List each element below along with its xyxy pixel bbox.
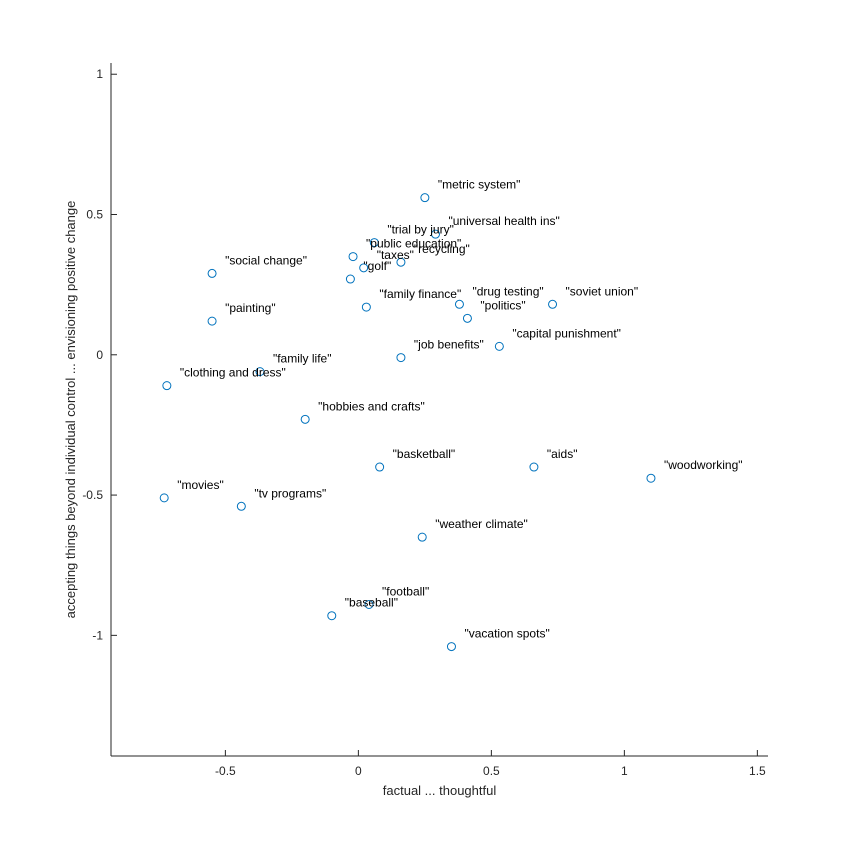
point-label: "clothing and dress" <box>180 366 286 380</box>
data-point <box>162 381 172 391</box>
point-label: "painting" <box>225 301 276 315</box>
point-label: "woodworking" <box>664 458 743 472</box>
data-point <box>364 599 374 609</box>
data-point <box>548 299 558 309</box>
point-label: "taxes" <box>377 248 414 262</box>
data-point <box>494 341 504 351</box>
y-ticks: 1 0.5 0 -0.5 -1 <box>82 67 117 642</box>
data-point <box>454 299 464 309</box>
point-label: "aids" <box>547 447 578 461</box>
data-point <box>361 302 371 312</box>
y-axis-label: accepting things beyond individual contr… <box>63 201 78 619</box>
data-point <box>327 611 337 621</box>
point-label: "movies" <box>177 478 224 492</box>
point-label: "capital punishment" <box>512 326 621 340</box>
point-label: "public education" <box>366 237 461 251</box>
point-label: "universal health ins" <box>449 214 560 228</box>
point-label: "baseball" <box>345 596 398 610</box>
data-point <box>431 229 441 239</box>
data-point <box>159 493 169 503</box>
y-tick-label: 1 <box>96 67 103 81</box>
data-point <box>207 316 217 326</box>
data-point <box>396 353 406 363</box>
x-tick-label: 1.5 <box>749 764 766 778</box>
y-tick-label: -0.5 <box>82 488 103 502</box>
point-labels: "metric system" "universal health ins""tr… <box>177 178 742 641</box>
data-point <box>529 462 539 472</box>
y-tick-label: -1 <box>92 628 103 642</box>
point-label: "football" <box>382 584 429 598</box>
y-tick-label: 0.5 <box>86 208 103 222</box>
point-label: "social change" <box>225 253 307 267</box>
x-tick-label: -0.5 <box>215 764 236 778</box>
data-point <box>646 473 656 483</box>
point-label: "golf" <box>363 259 391 273</box>
data-point <box>236 501 246 511</box>
point-label: "metric system" <box>438 178 521 192</box>
data-points <box>159 193 656 652</box>
point-label: "vacation spots" <box>464 627 549 641</box>
data-point <box>446 642 456 652</box>
point-label: "job benefits" <box>414 338 484 352</box>
data-point <box>396 257 406 267</box>
data-point <box>359 263 369 273</box>
point-label: "recycling" <box>414 242 470 256</box>
x-tick-label: 0 <box>355 764 362 778</box>
point-label: "hobbies and crafts" <box>318 399 425 413</box>
point-label: "family finance" <box>379 287 461 301</box>
point-label: "tv programs" <box>254 486 326 500</box>
point-label: "family life" <box>273 352 332 366</box>
x-axis-label: factual ... thoughtful <box>383 783 497 798</box>
data-point <box>207 268 217 278</box>
data-point <box>255 367 265 377</box>
data-point <box>375 462 385 472</box>
x-tick-label: 0.5 <box>483 764 500 778</box>
x-tick-label: 1 <box>621 764 628 778</box>
data-point <box>420 193 430 203</box>
data-point <box>462 313 472 323</box>
data-point <box>348 252 358 262</box>
data-point <box>345 274 355 284</box>
point-label: "drug testing" <box>472 284 543 298</box>
axes: -0.5 0 0.5 1 1.5 1 0.5 0 -0.5 -1 <box>82 63 768 778</box>
point-label: "politics" <box>480 298 525 312</box>
data-point <box>369 238 379 248</box>
data-point <box>300 414 310 424</box>
point-label: "basketball" <box>393 447 456 461</box>
y-tick-label: 0 <box>96 348 103 362</box>
point-label: "trial by jury" <box>387 223 454 237</box>
x-ticks: -0.5 0 0.5 1 1.5 <box>215 750 766 778</box>
data-point <box>417 532 427 542</box>
point-label: "soviet union" <box>566 284 639 298</box>
point-label: "weather climate" <box>435 517 528 531</box>
